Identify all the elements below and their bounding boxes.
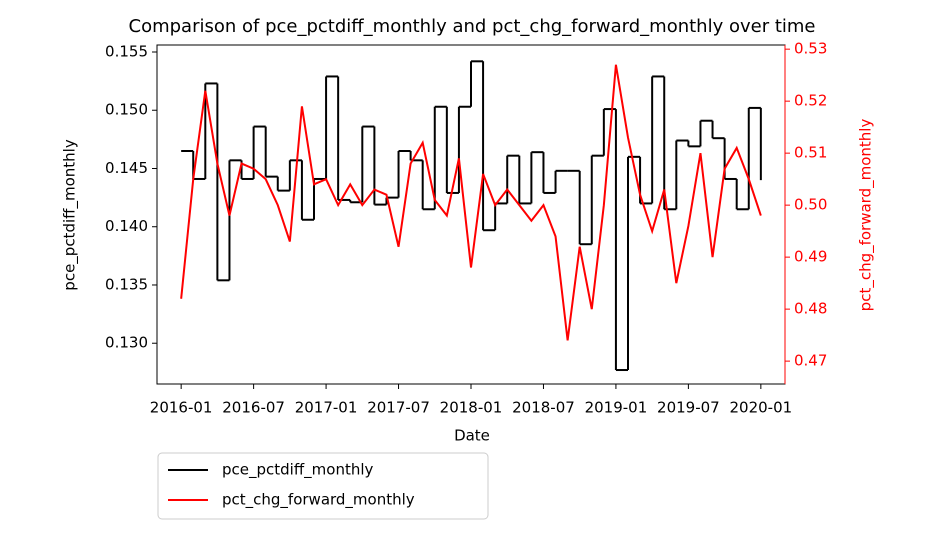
legend-label: pce_pctdiff_monthly [222, 461, 374, 480]
y-tick-label: 0.145 [105, 159, 148, 177]
chart-title: Comparison of pce_pctdiff_monthly and pc… [129, 16, 816, 37]
y2-tick-label: 0.50 [794, 196, 827, 214]
x-tick-label: 2019-01 [585, 399, 648, 417]
x-tick-label: 2017-07 [367, 399, 430, 417]
legend-frame [157, 452, 489, 520]
x-tick-label: 2020-01 [730, 399, 793, 417]
legend-label: pct_chg_forward_monthly [222, 491, 415, 510]
x-tick-label: 2019-07 [657, 399, 720, 417]
y-axis-label: pce_pctdiff_monthly [61, 139, 80, 291]
y-tick-label: 0.150 [105, 101, 148, 119]
y-tick-label: 0.135 [105, 275, 148, 293]
y-tick-label: 0.130 [105, 334, 148, 352]
y2-tick-label: 0.53 [794, 40, 827, 58]
y2-tick-label: 0.47 [794, 352, 827, 370]
x-tick-label: 2016-07 [222, 399, 285, 417]
y-tick-label: 0.140 [105, 217, 148, 235]
x-tick-label: 2018-07 [512, 399, 575, 417]
x-axis-label: Date [454, 427, 490, 445]
y2-tick-label: 0.49 [794, 248, 827, 266]
x-tick-label: 2017-01 [295, 399, 358, 417]
y-tick-label: 0.155 [105, 42, 148, 60]
y2-axis-label: pct_chg_forward_monthly [857, 119, 876, 312]
x-tick-label: 2018-01 [440, 399, 503, 417]
legend: pce_pctdiff_monthly pct_chg_forward_month… [157, 452, 489, 520]
y2-tick-label: 0.48 [794, 300, 827, 318]
y2-tick-label: 0.51 [794, 144, 827, 162]
y2-tick-label: 0.52 [794, 92, 827, 110]
x-tick-label: 2016-01 [150, 399, 213, 417]
line [180, 64, 762, 341]
